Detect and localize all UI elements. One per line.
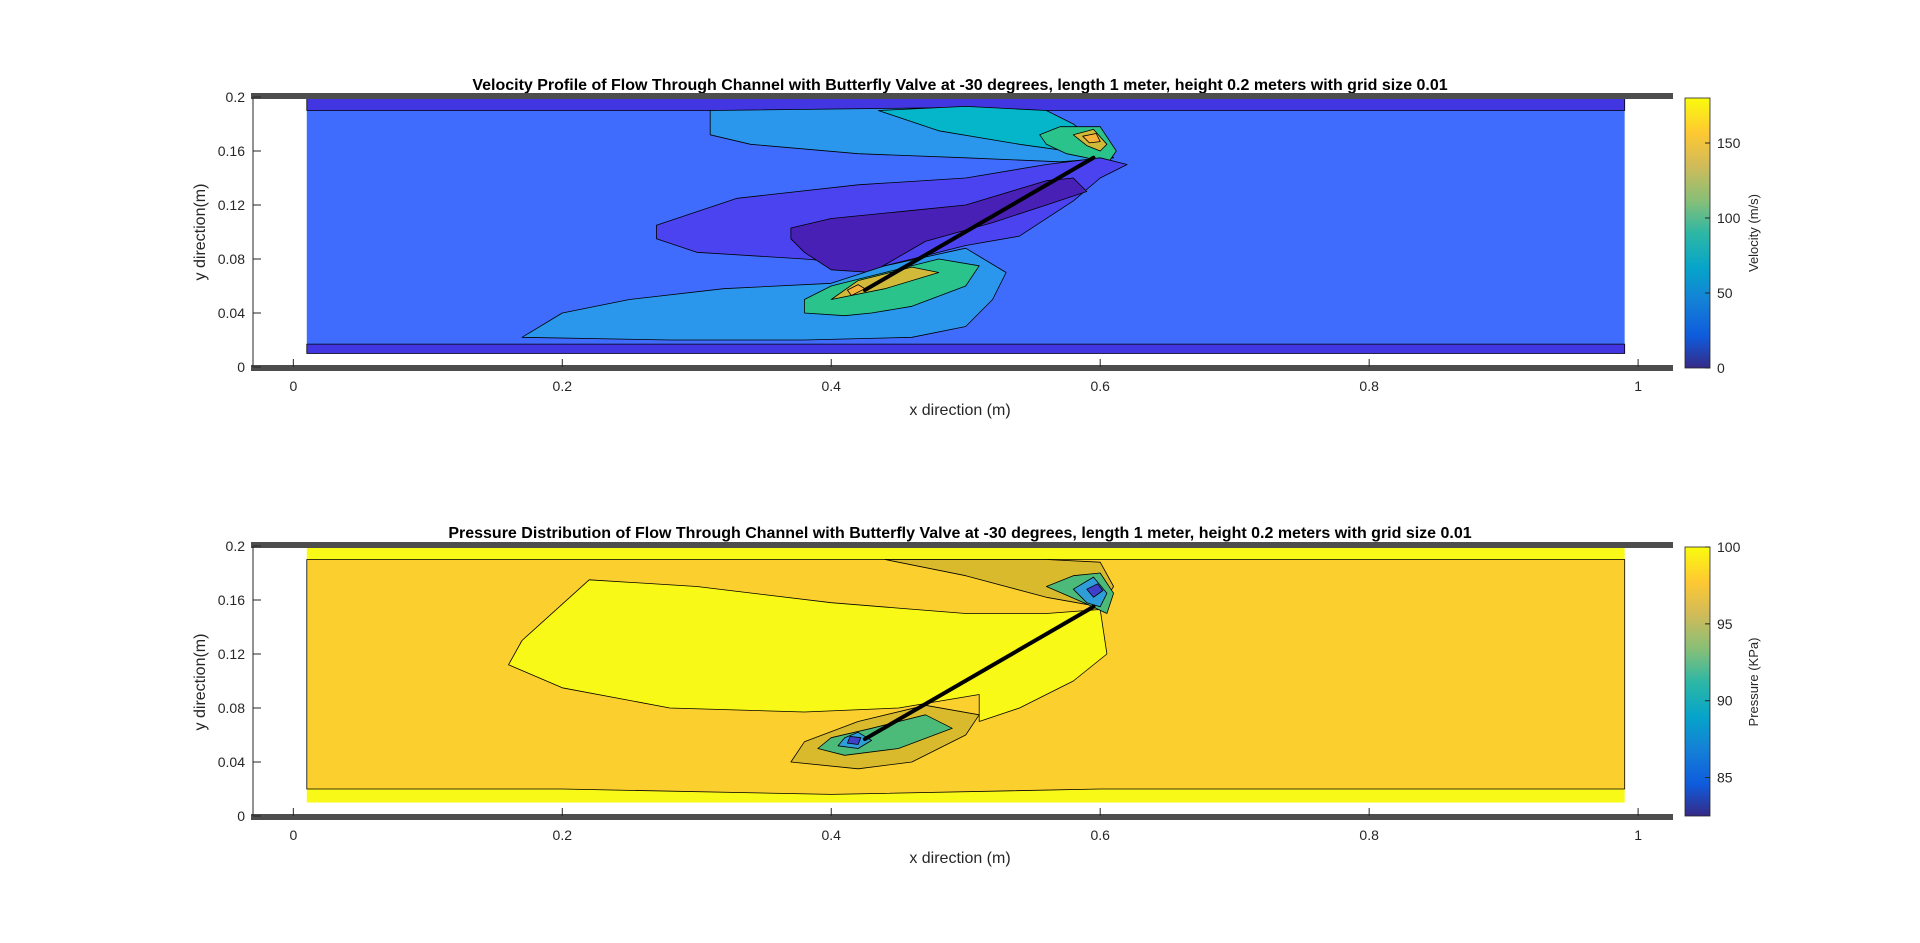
velocity-contour-region — [656, 157, 1128, 267]
pressure-x-tick-label: 0.8 — [1359, 827, 1379, 843]
pressure-contour-region — [1086, 583, 1104, 598]
velocity-y-tick-label: 0.2 — [226, 89, 246, 105]
pressure-x-tick-label: 0.6 — [1090, 827, 1110, 843]
pressure-colorbar-tick-label: 85 — [1717, 770, 1733, 786]
pressure-colorbar-tick-label: 90 — [1717, 693, 1733, 709]
velocity-contour-region — [521, 247, 1007, 341]
pressure-contour-region — [884, 559, 1114, 608]
pressure-y-tick-label: 0.12 — [218, 646, 245, 662]
velocity-contour-region — [306, 343, 1626, 354]
velocity-colorbar-tick-label: 0 — [1717, 360, 1725, 376]
velocity-contour-region — [847, 284, 866, 296]
pressure-x-tick-label: 0.4 — [822, 827, 842, 843]
pressure-x-axis-label: x direction (m) — [909, 850, 1010, 867]
pressure-panel: Pressure Distribution of Flow Through Ch… — [192, 525, 1761, 867]
velocity-x-tick-label: 0.8 — [1359, 378, 1379, 394]
velocity-colorbar-label: Velocity (m/s) — [1746, 194, 1761, 272]
velocity-contour-region — [790, 177, 1088, 273]
pressure-y-axis-label: y direction(m) — [192, 634, 209, 731]
pressure-contour-region — [847, 736, 862, 745]
pressure-colorbar-label: Pressure (KPa) — [1746, 638, 1761, 727]
pressure-valve-plate — [862, 604, 1096, 742]
velocity-panel: Velocity Profile of Flow Through Channel… — [192, 77, 1761, 419]
pressure-x-tick-label: 0 — [289, 827, 297, 843]
velocity-colorbar-tick-label: 50 — [1717, 285, 1733, 301]
velocity-x-tick-label: 0 — [289, 378, 297, 394]
velocity-y-axis-label: y direction(m) — [192, 184, 209, 281]
velocity-x-tick-label: 0.2 — [553, 378, 573, 394]
velocity-colorbar-tick-label: 100 — [1717, 210, 1741, 226]
velocity-x-axis-label: x direction (m) — [909, 402, 1010, 419]
velocity-contour-region — [1082, 133, 1101, 144]
pressure-bottom-wall — [251, 814, 1673, 820]
pressure-y-tick-label: 0 — [237, 808, 245, 824]
velocity-chart-title: Velocity Profile of Flow Through Channel… — [472, 77, 1447, 94]
pressure-x-tick-label: 1 — [1634, 827, 1642, 843]
velocity-y-tick-label: 0.16 — [218, 143, 245, 159]
velocity-top-wall — [251, 93, 1673, 99]
pressure-colorbar — [1684, 546, 1711, 817]
velocity-y-tick-label: 0.08 — [218, 251, 245, 267]
pressure-x-tick-label: 0.2 — [553, 827, 573, 843]
velocity-colorbar-ticks: 0 50 100 150 — [1705, 135, 1741, 376]
velocity-valve-plate — [862, 155, 1096, 293]
pressure-colorbar-tick-label: 100 — [1717, 539, 1741, 555]
pressure-top-wall — [251, 542, 1673, 548]
velocity-colorbar-tick-label: 150 — [1717, 135, 1741, 151]
pressure-colorbar-tick-label: 95 — [1717, 616, 1733, 632]
velocity-plot-area: 0 0.2 0.4 0.6 0.8 1 0 0.04 0.08 0.12 0.16 0.2 — [218, 89, 1673, 394]
pressure-y-tick-label: 0.2 — [226, 538, 246, 554]
velocity-y-tick-label: 0 — [237, 359, 245, 375]
velocity-y-tick-label: 0.04 — [218, 305, 245, 321]
velocity-x-tick-label: 0.4 — [822, 378, 842, 394]
pressure-chart-title: Pressure Distribution of Flow Through Ch… — [448, 525, 1471, 542]
pressure-y-tick-label: 0.16 — [218, 592, 245, 608]
velocity-y-tick-label: 0.12 — [218, 197, 245, 213]
pressure-y-tick-label: 0.08 — [218, 700, 245, 716]
pressure-plot-area: 0 0.2 0.4 0.6 0.8 1 0 0.04 0.08 0.12 0.16 0.2 — [218, 538, 1673, 843]
velocity-x-tick-label: 1 — [1634, 378, 1642, 394]
velocity-bottom-wall — [251, 365, 1673, 371]
pressure-y-tick-label: 0.04 — [218, 754, 245, 770]
velocity-colorbar — [1684, 97, 1711, 369]
pressure-colorbar-ticks: 85 90 95 100 — [1705, 539, 1741, 786]
velocity-x-tick-label: 0.6 — [1090, 378, 1110, 394]
